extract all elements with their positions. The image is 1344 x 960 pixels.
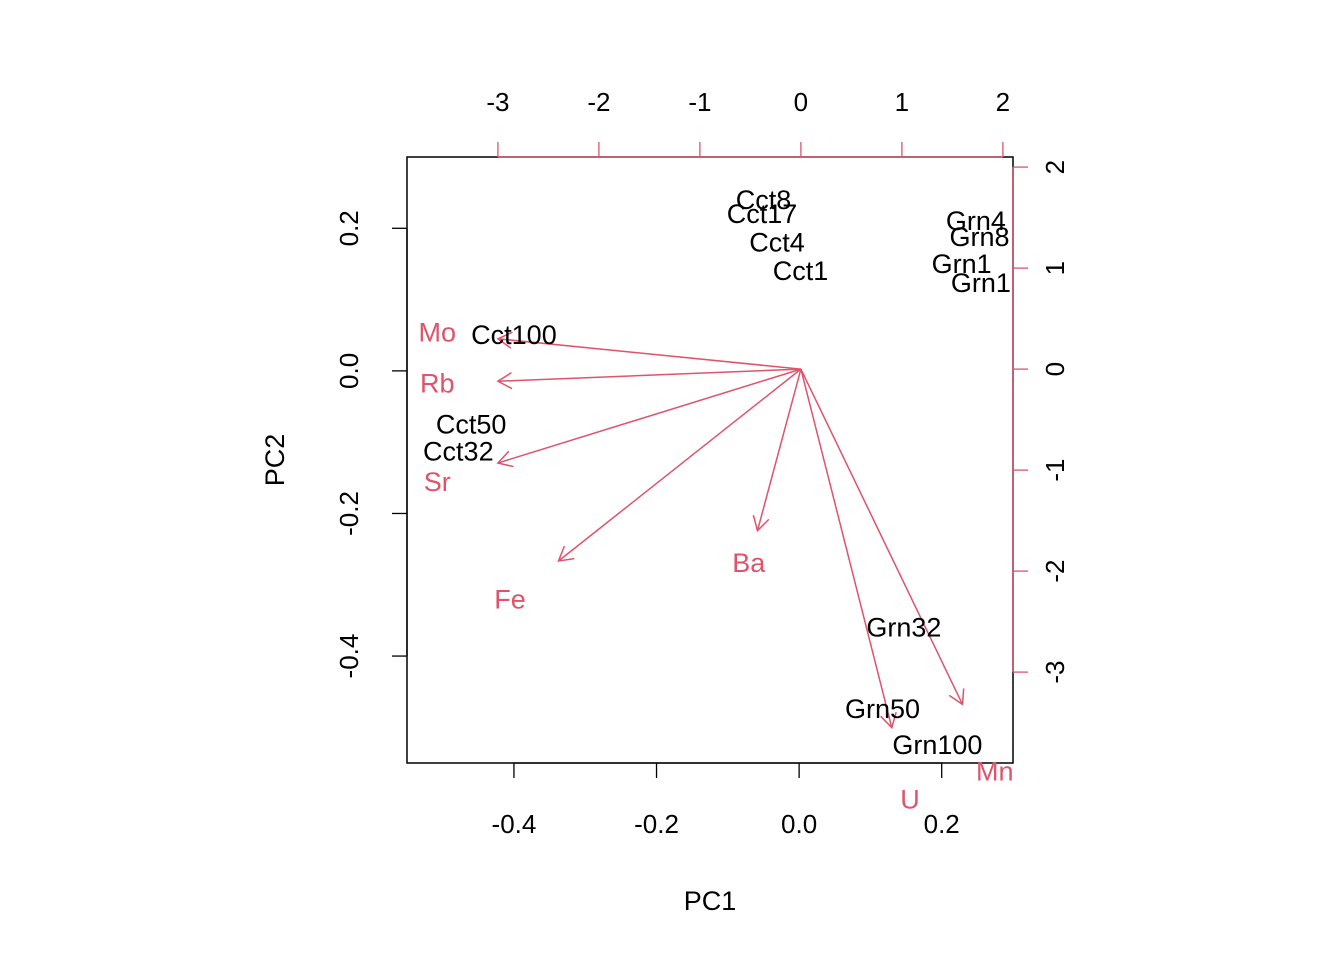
- loading-arrow-ba: [752, 368, 802, 533]
- loading-label-u: U: [900, 784, 920, 814]
- bottom-tick-label: 0.0: [781, 809, 817, 839]
- observation-label: Cct17: [727, 199, 798, 229]
- observation-label: Cct1: [773, 256, 829, 286]
- loading-label-mn: Mn: [976, 756, 1014, 786]
- arrow-shaft: [800, 368, 964, 705]
- arrow-shaft: [558, 368, 802, 562]
- loading-labels-layer: Mo Rb Sr Fe Ba Mn U: [419, 318, 1014, 815]
- top-tick-label: -3: [486, 87, 509, 117]
- left-tick-label: 0.2: [334, 210, 364, 246]
- observation-label: Cct50: [436, 409, 507, 439]
- loading-arrow-fe: [557, 368, 802, 562]
- left-tick-label: -0.2: [334, 491, 364, 536]
- x-axis-title: PC1: [684, 886, 737, 916]
- observation-label: Grn8: [949, 222, 1009, 252]
- left-tick-label: 0.0: [334, 353, 364, 389]
- observation-label: Grn4: [946, 206, 1006, 236]
- axes-layer: -0.4 -0.2 0.0 0.2 -0.4 -0.2 0.0 0.2 -3 -2 -1 0 1 2 -3 -…: [334, 87, 1070, 839]
- arrow-head: [880, 712, 897, 730]
- right-tick-label: 1: [1040, 261, 1070, 275]
- right-tick-label: -2: [1040, 560, 1070, 583]
- loading-label-sr: Sr: [424, 467, 451, 497]
- observation-labels-layer: Cct8Cct17Cct4Cct1Grn4Grn8Grn1Grn1Cct100C…: [423, 185, 1011, 760]
- observation-label: Cct8: [736, 185, 792, 215]
- loading-arrow-sr: [496, 368, 802, 468]
- top-tick-label: 2: [996, 87, 1010, 117]
- loading-label-fe: Fe: [494, 584, 526, 614]
- right-tick-label: -1: [1040, 459, 1070, 482]
- arrow-shaft: [497, 368, 802, 464]
- arrow-shaft: [756, 368, 802, 531]
- bottom-tick-label: -0.4: [492, 809, 537, 839]
- observation-label: Cct32: [423, 436, 494, 466]
- arrow-head: [557, 545, 575, 562]
- y-axis-title: PC2: [260, 434, 290, 487]
- top-tick-label: 0: [794, 87, 808, 117]
- top-tick-label: -1: [688, 87, 711, 117]
- observation-label: Cct100: [471, 320, 557, 350]
- observation-label: Grn32: [866, 613, 941, 643]
- arrow-head: [752, 515, 770, 533]
- loading-arrows-layer: [496, 331, 965, 730]
- loading-arrow-u: [800, 368, 897, 730]
- observation-label: Cct4: [749, 228, 805, 258]
- arrow-shaft: [800, 368, 893, 728]
- arrow-shaft: [497, 338, 801, 370]
- arrow-shaft: [497, 368, 801, 382]
- observation-label: Grn50: [845, 694, 920, 724]
- plot-frame: [406, 156, 1014, 764]
- arrow-head: [948, 688, 965, 706]
- observation-label: Grn100: [892, 730, 982, 760]
- loading-label-rb: Rb: [420, 369, 455, 399]
- loading-arrow-mn: [800, 368, 965, 706]
- right-tick-label: 0: [1040, 362, 1070, 376]
- observation-label: Grn1: [932, 249, 992, 279]
- right-tick-label: -3: [1040, 661, 1070, 684]
- arrow-head: [496, 372, 513, 390]
- bottom-tick-label: -0.2: [634, 809, 679, 839]
- bottom-tick-label: 0.2: [924, 809, 960, 839]
- top-tick-label: 1: [895, 87, 909, 117]
- loading-label-ba: Ba: [732, 548, 766, 578]
- arrow-head: [496, 331, 513, 349]
- loading-label-mo: Mo: [419, 318, 457, 348]
- right-tick-label: 2: [1040, 160, 1070, 174]
- left-tick-label: -0.4: [334, 634, 364, 679]
- top-tick-label: -2: [587, 87, 610, 117]
- loading-arrow-mo: [496, 331, 801, 370]
- arrow-head: [496, 450, 514, 468]
- observation-label: Grn1: [951, 268, 1011, 298]
- loading-arrow-rb: [496, 368, 801, 390]
